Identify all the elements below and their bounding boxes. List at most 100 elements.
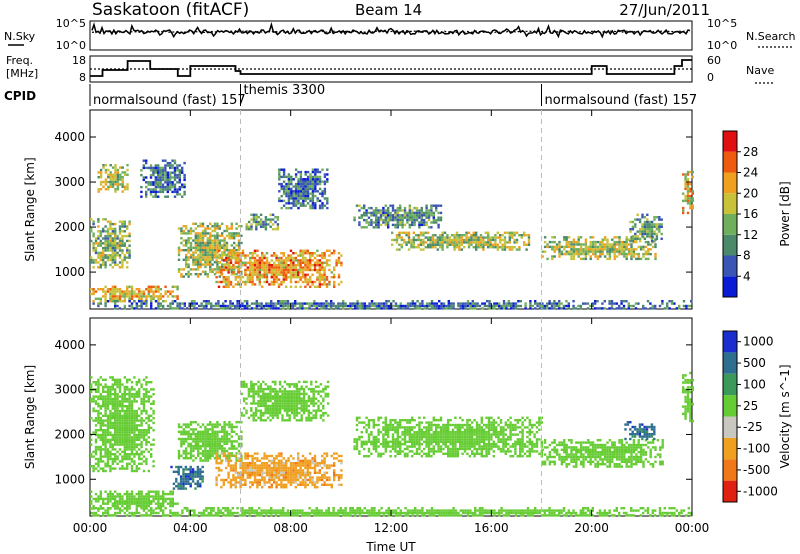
echo-cell <box>111 249 114 252</box>
echo-cell <box>286 302 290 305</box>
echo-cell <box>128 393 131 396</box>
echo-cell <box>287 478 290 482</box>
echo-cell <box>130 431 134 434</box>
echo-cell <box>560 302 563 305</box>
echo-cell <box>118 292 122 296</box>
echo-cell <box>396 221 399 224</box>
echo-cell <box>244 261 247 264</box>
echo-cell <box>306 273 309 276</box>
echo-cell <box>236 302 239 305</box>
echo-cell <box>162 495 165 498</box>
echo-cell <box>104 302 107 305</box>
echo-cell <box>642 252 645 256</box>
echo-cell <box>462 304 465 308</box>
echo-cell <box>201 437 205 441</box>
echo-cell <box>109 288 112 291</box>
echo-cell <box>637 252 640 256</box>
echo-cell <box>92 455 95 458</box>
echo-cell <box>109 297 112 300</box>
echo-cell <box>111 246 114 250</box>
echo-cell <box>104 409 107 413</box>
echo-cell <box>311 280 314 284</box>
echo-cell <box>606 252 609 256</box>
echo-cell <box>109 433 112 437</box>
echo-cell <box>567 245 571 249</box>
echo-cell <box>211 447 214 450</box>
echo-cell <box>109 232 112 235</box>
echo-cell <box>114 453 117 456</box>
echo-cell <box>121 455 124 458</box>
echo-cell <box>204 227 207 230</box>
echo-cell <box>138 288 141 291</box>
echo-cell <box>166 195 169 198</box>
echo-cell <box>152 190 155 194</box>
echo-cell <box>419 248 423 251</box>
echo-cell <box>206 430 209 433</box>
echo-cell <box>225 229 229 233</box>
echo-cell <box>316 190 319 193</box>
echo-cell <box>123 376 126 379</box>
echo-cell <box>572 240 576 244</box>
echo-cell <box>135 304 138 308</box>
echo-cell <box>97 495 100 498</box>
echo-cell <box>149 193 153 196</box>
echo-cell <box>199 263 202 266</box>
echo-cell <box>455 231 459 234</box>
echo-cell <box>211 229 214 233</box>
echo-cell <box>197 268 200 271</box>
echo-cell <box>294 256 297 260</box>
echo-cell <box>246 302 249 305</box>
echo-cell <box>318 175 322 179</box>
echo-cell <box>409 304 412 308</box>
echo-cell <box>150 453 153 456</box>
echo-cell <box>213 241 217 245</box>
echo-cell <box>292 194 295 198</box>
echo-cell <box>147 504 150 508</box>
echo-cell <box>201 241 205 245</box>
echo-cell <box>114 246 117 250</box>
echo-cell <box>418 302 422 305</box>
echo-cell <box>596 248 600 251</box>
echo-cell <box>97 462 100 465</box>
echo-cell <box>114 507 117 510</box>
echo-cell <box>97 302 100 305</box>
echo-cell <box>201 449 205 453</box>
echo-cell <box>199 475 202 478</box>
echo-cell <box>90 385 93 389</box>
echo-cell <box>97 171 100 174</box>
echo-cell <box>126 385 129 389</box>
echo-cell <box>558 300 561 303</box>
echo-cell <box>216 442 219 445</box>
echo-cell <box>425 221 428 224</box>
echo-cell <box>501 243 504 246</box>
echo-cell <box>92 246 95 250</box>
echo-cell <box>538 307 542 310</box>
echo-cell <box>309 206 312 210</box>
echo-cell <box>179 482 183 485</box>
echo-cell <box>249 471 252 474</box>
echo-cell <box>649 302 652 305</box>
echo-cell <box>133 429 136 432</box>
echo-cell <box>201 470 204 473</box>
echo-cell <box>426 307 429 310</box>
echo-cell <box>130 307 134 310</box>
echo-cell <box>182 244 185 247</box>
echo-cell <box>90 230 93 233</box>
echo-cell <box>249 266 252 269</box>
echo-cell <box>118 390 122 393</box>
echo-cell <box>646 213 649 216</box>
echo-cell <box>407 238 411 242</box>
echo-cell <box>423 214 426 217</box>
echo-cell <box>140 500 143 503</box>
echo-cell <box>287 206 291 210</box>
echo-cell <box>152 181 155 184</box>
echo-cell <box>218 440 221 443</box>
echo-cell <box>121 176 124 179</box>
echo-cell <box>171 300 174 303</box>
echo-cell <box>196 468 200 471</box>
echo-cell <box>222 278 225 281</box>
echo-cell <box>643 220 647 224</box>
echo-cell <box>90 417 93 420</box>
echo-cell <box>189 229 193 233</box>
echo-cell <box>215 271 218 274</box>
